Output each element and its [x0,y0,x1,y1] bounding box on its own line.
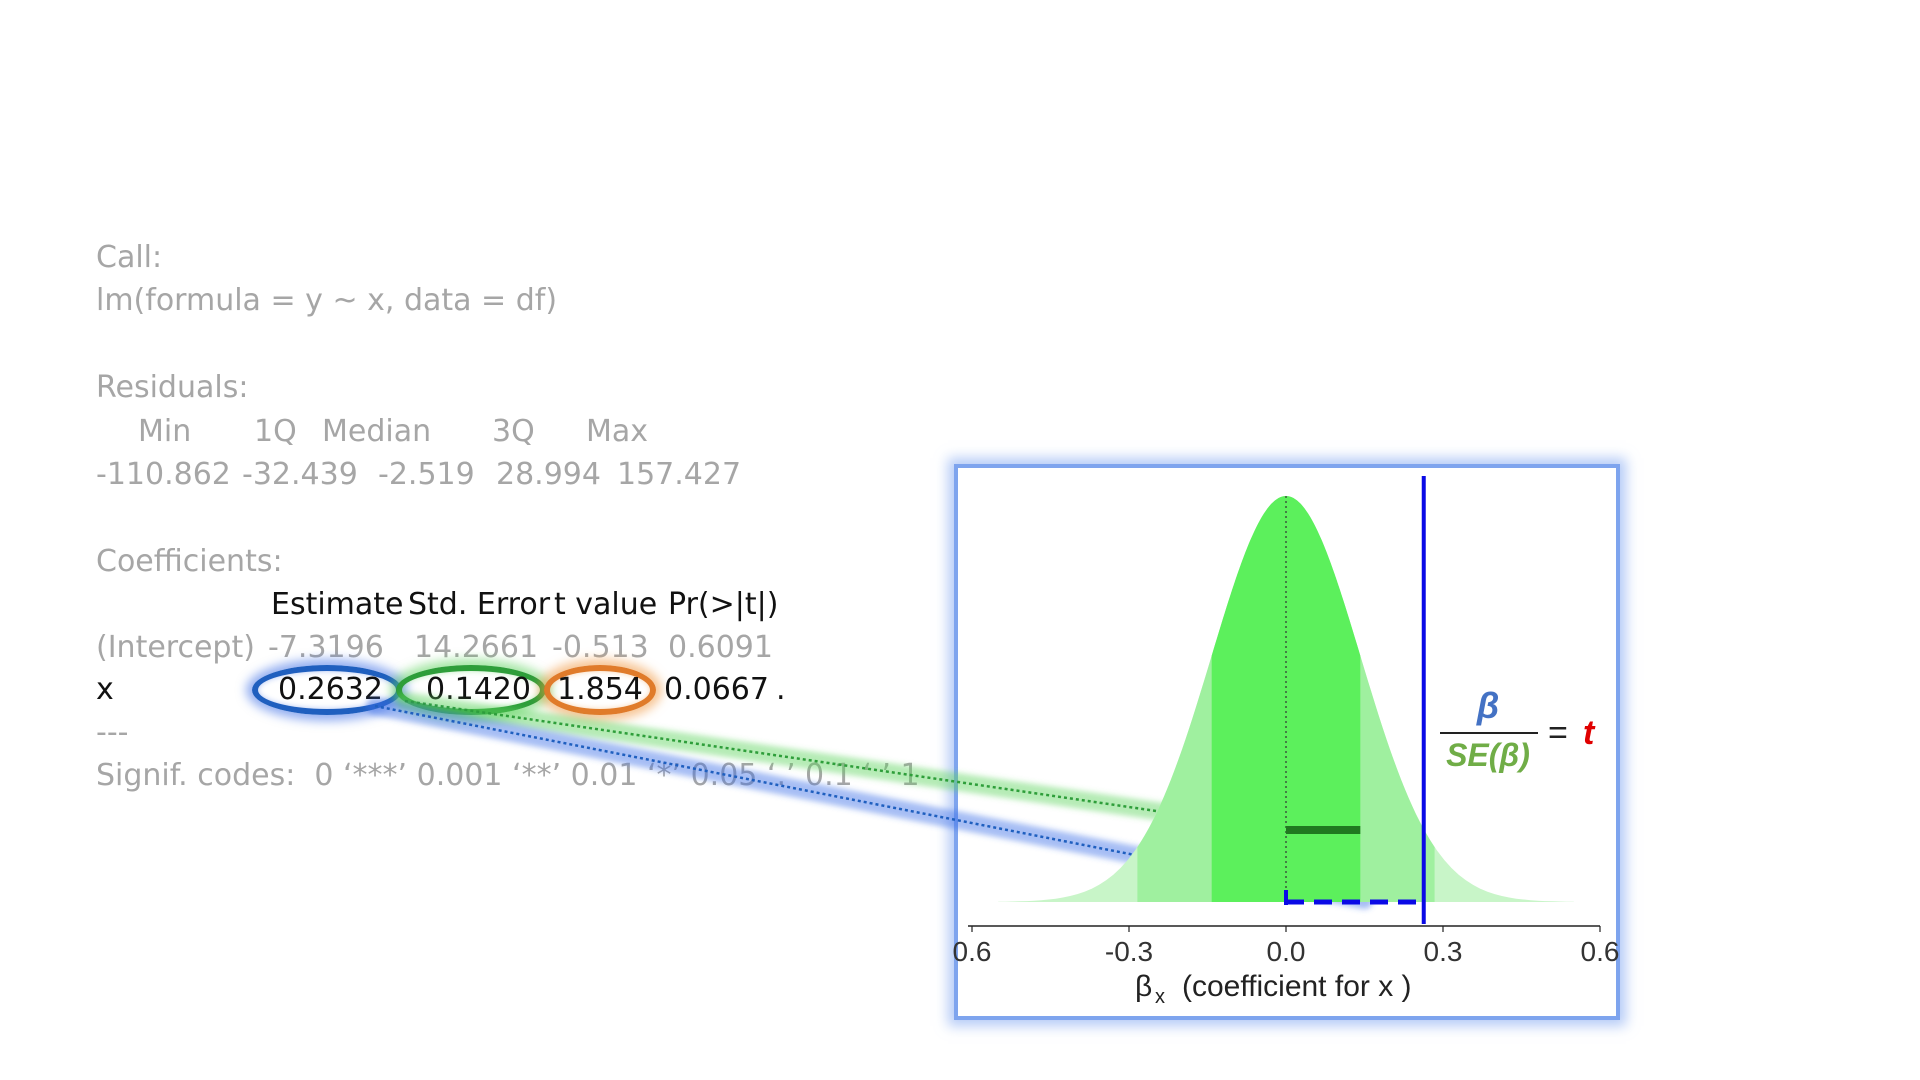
distribution-chart: 0.6 -0.3 0.0 0.3 0.6β x (coefficient for x ) [953,476,1620,1008]
x-tick-label: 0.6 [953,936,992,967]
residual-label-3q: 3Q [492,414,535,449]
coef-row-x-estimate: 0.2632 [278,672,383,707]
residuals-header: Residuals: [96,370,249,405]
std-error-connector [404,699,1287,832]
separator: --- [96,715,129,750]
formula-denominator: SE(β) [1446,737,1530,773]
x-tick-label: 0.6 [1581,936,1620,967]
coef-row-x-t-value: 1.854 [557,672,643,707]
x-tick-label: 0.0 [1267,936,1306,967]
residual-label-median: Median [322,414,432,449]
coef-col-estimate: Estimate [271,587,404,622]
x-axis-label-text: (coefficient for x ) [1182,970,1412,1003]
x-axis-label: β [1135,970,1152,1003]
coef-row-intercept-p-value: 0.6091 [668,630,773,665]
residual-value-1q: -32.439 [242,457,358,492]
formula-result: t [1583,714,1596,752]
coef-row-intercept-t-value: -0.513 [552,630,649,665]
t-formula: β SE(β) = t [1440,685,1596,773]
call-formula: lm(formula = y ~ x, data = df) [96,283,558,318]
residual-value-max: 157.427 [617,457,742,492]
x-tick-label: 0.3 [1424,936,1463,967]
call-header: Call: [96,240,163,275]
coef-row-intercept-estimate: -7.3196 [268,630,384,665]
coef-row-intercept-std-error: 14.2661 [414,630,539,665]
coef-col-p-value: Pr(>|t|) [668,587,779,622]
residual-value-3q: 28.994 [496,457,601,492]
residual-label-min: Min [138,414,192,449]
coef-col-t-value: t value [554,587,658,622]
coefficients-header: Coefficients: [96,544,283,579]
residual-value-min: -110.862 [96,457,231,492]
coef-row-intercept-name: (Intercept) [96,630,255,665]
x-axis-label-subscript: x [1155,986,1165,1008]
t-value-highlight-ellipse [544,665,656,715]
coef-row-x-signif: . [776,672,786,707]
coef-col-std-error: Std. Error [408,587,551,622]
residual-label-max: Max [586,414,649,449]
residual-label-1q: 1Q [254,414,297,449]
formula-numerator: β [1476,685,1499,726]
distribution-band-one-se [1211,496,1361,902]
coef-row-x-name: x [96,672,114,707]
x-tick-label: -0.3 [1105,936,1153,967]
coef-row-x-p-value: 0.0667 [664,672,769,707]
r-output-panel: Call: lm(formula = y ~ x, data = df) Res… [96,240,996,800]
formula-equals: = [1548,714,1568,752]
residual-value-median: -2.519 [378,457,475,492]
